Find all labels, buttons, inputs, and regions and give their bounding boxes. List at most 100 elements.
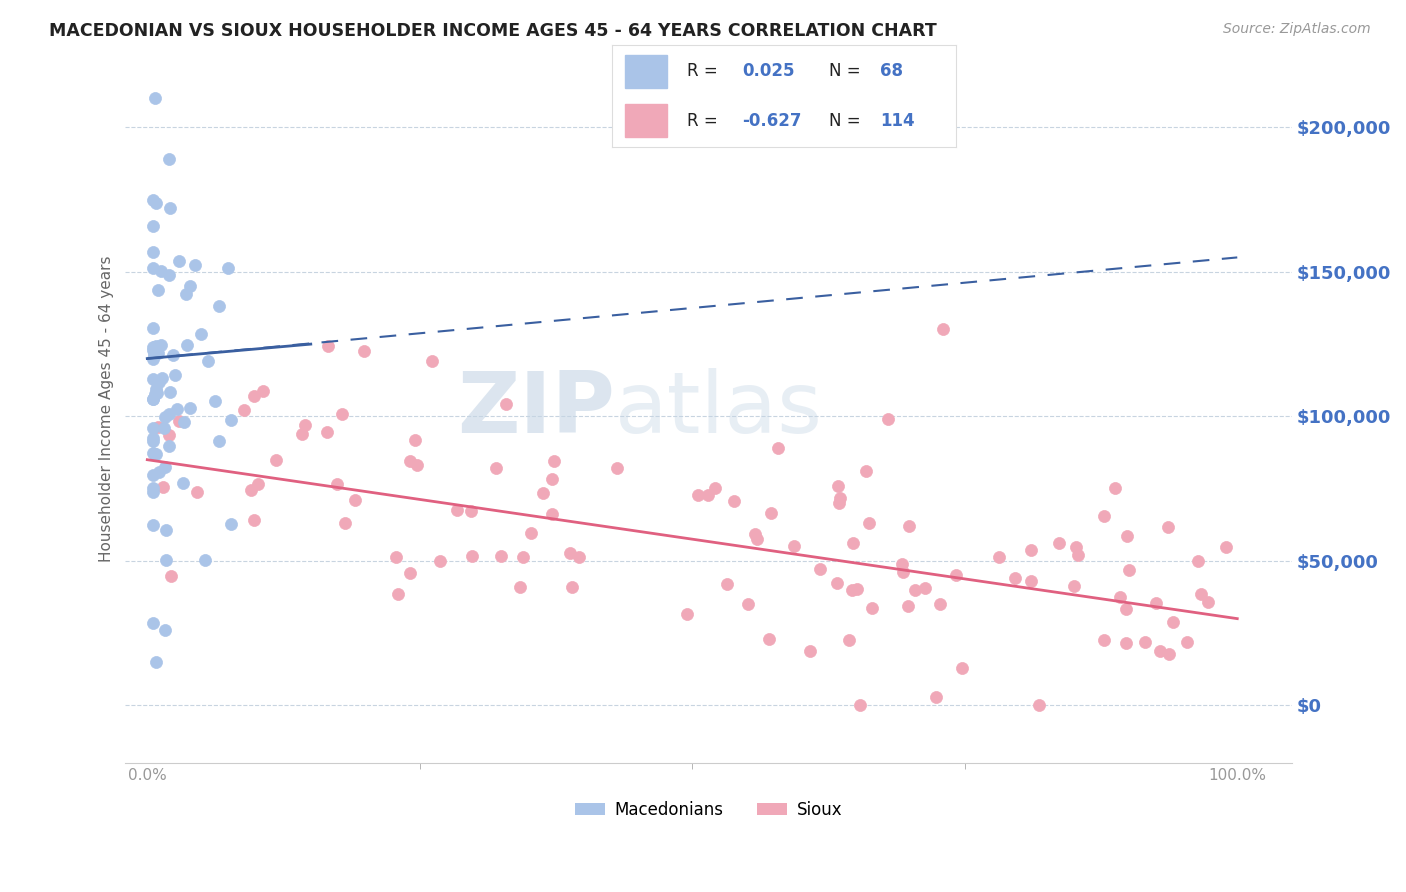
Point bbox=[150, 264, 173, 278]
Point bbox=[174, 287, 197, 301]
Point bbox=[950, 661, 973, 675]
Point bbox=[897, 599, 920, 614]
Point bbox=[703, 481, 725, 495]
Point bbox=[208, 299, 231, 313]
Point bbox=[142, 392, 165, 406]
Point bbox=[142, 321, 165, 335]
Text: MACEDONIAN VS SIOUX HOUSEHOLDER INCOME AGES 45 - 64 YEARS CORRELATION CHART: MACEDONIAN VS SIOUX HOUSEHOLDER INCOME A… bbox=[49, 22, 936, 40]
Point bbox=[606, 460, 628, 475]
Point bbox=[142, 446, 165, 460]
Point bbox=[219, 413, 242, 427]
Point bbox=[1092, 508, 1115, 523]
Point bbox=[723, 494, 745, 508]
Point bbox=[827, 479, 849, 493]
Point bbox=[1144, 596, 1167, 610]
Point bbox=[148, 465, 170, 479]
Point bbox=[561, 580, 583, 594]
Point bbox=[568, 550, 591, 565]
Point bbox=[860, 601, 883, 615]
Point bbox=[745, 532, 768, 546]
Point bbox=[145, 655, 167, 669]
Point bbox=[146, 346, 169, 360]
Point bbox=[1157, 520, 1180, 534]
Point bbox=[142, 219, 165, 233]
Point bbox=[176, 338, 198, 352]
Point bbox=[914, 581, 936, 595]
Point bbox=[1064, 540, 1087, 554]
Point bbox=[399, 454, 422, 468]
Point bbox=[142, 517, 165, 532]
Point bbox=[153, 623, 176, 637]
Point bbox=[190, 326, 212, 341]
Point bbox=[891, 557, 914, 571]
Point bbox=[540, 472, 562, 486]
Point bbox=[737, 597, 759, 611]
Point bbox=[686, 488, 709, 502]
Point bbox=[197, 353, 219, 368]
Point bbox=[520, 526, 543, 541]
Point bbox=[987, 549, 1010, 564]
Point bbox=[155, 553, 177, 567]
Point bbox=[142, 194, 165, 208]
Point bbox=[152, 480, 174, 494]
Point bbox=[142, 372, 165, 386]
Point bbox=[152, 421, 174, 435]
Point bbox=[157, 268, 180, 282]
Point bbox=[855, 464, 877, 478]
Point bbox=[148, 420, 170, 434]
Point bbox=[945, 567, 967, 582]
Point bbox=[291, 427, 314, 442]
Point bbox=[891, 565, 914, 579]
Point bbox=[142, 431, 165, 445]
Point bbox=[828, 491, 851, 505]
Point bbox=[485, 461, 508, 475]
Point bbox=[143, 91, 166, 105]
Point bbox=[142, 351, 165, 366]
Point bbox=[207, 434, 229, 449]
Point bbox=[1215, 540, 1237, 554]
Point bbox=[1187, 554, 1209, 568]
Point bbox=[697, 488, 720, 502]
Y-axis label: Householder Income Ages 45 - 64 years: Householder Income Ages 45 - 64 years bbox=[100, 256, 114, 562]
Text: 114: 114 bbox=[880, 112, 915, 129]
Point bbox=[252, 384, 274, 398]
Text: N =: N = bbox=[828, 112, 866, 129]
Point bbox=[858, 516, 880, 530]
Point bbox=[325, 476, 347, 491]
Point bbox=[512, 550, 534, 565]
Point bbox=[387, 587, 409, 601]
Point bbox=[145, 196, 167, 211]
Point bbox=[838, 633, 860, 648]
Point bbox=[841, 583, 863, 598]
Point bbox=[143, 387, 166, 401]
Point bbox=[925, 690, 948, 705]
Point bbox=[242, 513, 264, 527]
Point bbox=[1149, 644, 1171, 658]
Point bbox=[343, 493, 366, 508]
Point bbox=[157, 408, 180, 422]
Point bbox=[903, 582, 925, 597]
Point bbox=[353, 344, 375, 359]
Point bbox=[142, 616, 165, 631]
Point bbox=[1104, 481, 1126, 495]
Point bbox=[145, 339, 167, 353]
Point bbox=[782, 540, 804, 554]
Point bbox=[159, 202, 181, 216]
Point bbox=[143, 347, 166, 361]
Point bbox=[159, 427, 181, 442]
Point bbox=[159, 569, 181, 583]
Point bbox=[399, 566, 422, 580]
Text: ZIP: ZIP bbox=[457, 368, 616, 450]
Point bbox=[406, 458, 429, 473]
Point bbox=[157, 152, 180, 166]
Point bbox=[167, 414, 190, 428]
Point bbox=[179, 401, 201, 415]
Point bbox=[1109, 590, 1132, 604]
Point bbox=[173, 415, 195, 429]
Text: R =: R = bbox=[688, 62, 724, 80]
Point bbox=[495, 397, 517, 411]
Point bbox=[217, 260, 239, 275]
Point bbox=[219, 516, 242, 531]
Point bbox=[1028, 698, 1050, 713]
Point bbox=[489, 549, 512, 564]
